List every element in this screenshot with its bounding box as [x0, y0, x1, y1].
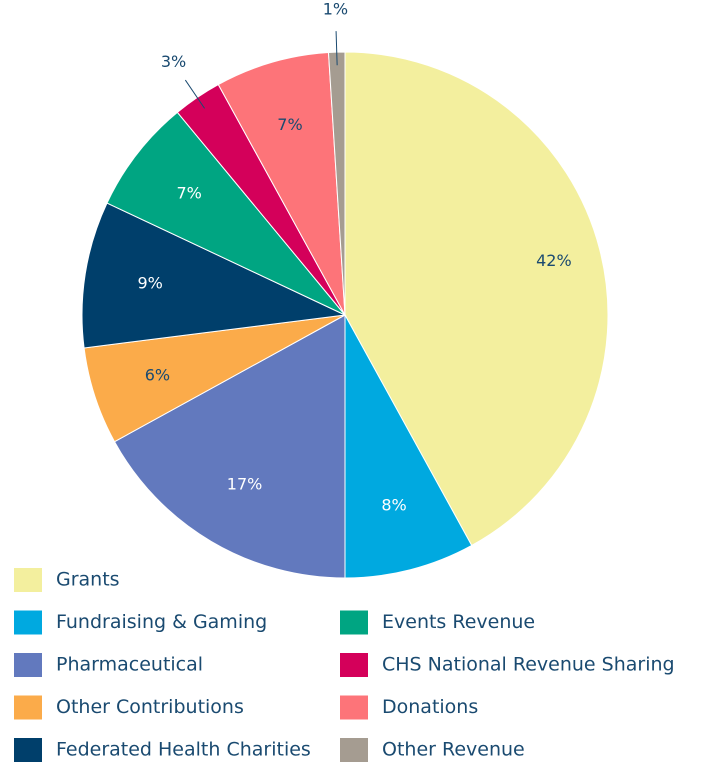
legend-swatch [340, 653, 368, 677]
legend-swatch [340, 695, 368, 720]
slice-label: 42% [536, 251, 572, 270]
slice-label: 8% [381, 496, 406, 515]
legend-swatch [340, 610, 368, 635]
slice-label: 1% [323, 0, 348, 19]
legend-label: Fundraising & Gaming [56, 611, 267, 633]
slice-label: 7% [277, 115, 302, 134]
legend-label: Pharmaceutical [56, 654, 203, 676]
slice-label: 3% [161, 52, 186, 71]
legend-label: Events Revenue [382, 611, 535, 633]
legend-swatch [14, 695, 42, 720]
legend-swatch [14, 568, 42, 592]
legend-swatch [340, 738, 368, 762]
pie-slice [344, 314, 473, 579]
legend-label: Grants [56, 569, 120, 591]
pie-slice [344, 51, 609, 547]
leader-line [335, 31, 338, 66]
slice-label: 7% [176, 184, 201, 203]
legend-swatch [14, 610, 42, 635]
pie-slice [81, 202, 347, 349]
legend-swatch [14, 653, 42, 677]
legend-swatch [14, 738, 42, 762]
legend-label: Federated Health Charities [56, 739, 311, 761]
leader-line [184, 79, 205, 109]
pie-slice [113, 314, 346, 579]
legend-label: Other Revenue [382, 739, 525, 761]
pie-slice [106, 111, 346, 316]
slice-label: 17% [227, 474, 263, 493]
legend-label: CHS National Revenue Sharing [382, 654, 675, 676]
slice-label: 6% [145, 365, 170, 384]
slice-label: 9% [137, 274, 162, 293]
pie-slice [217, 51, 346, 316]
legend-label: Donations [382, 696, 478, 718]
legend-label: Other Contributions [56, 696, 244, 718]
